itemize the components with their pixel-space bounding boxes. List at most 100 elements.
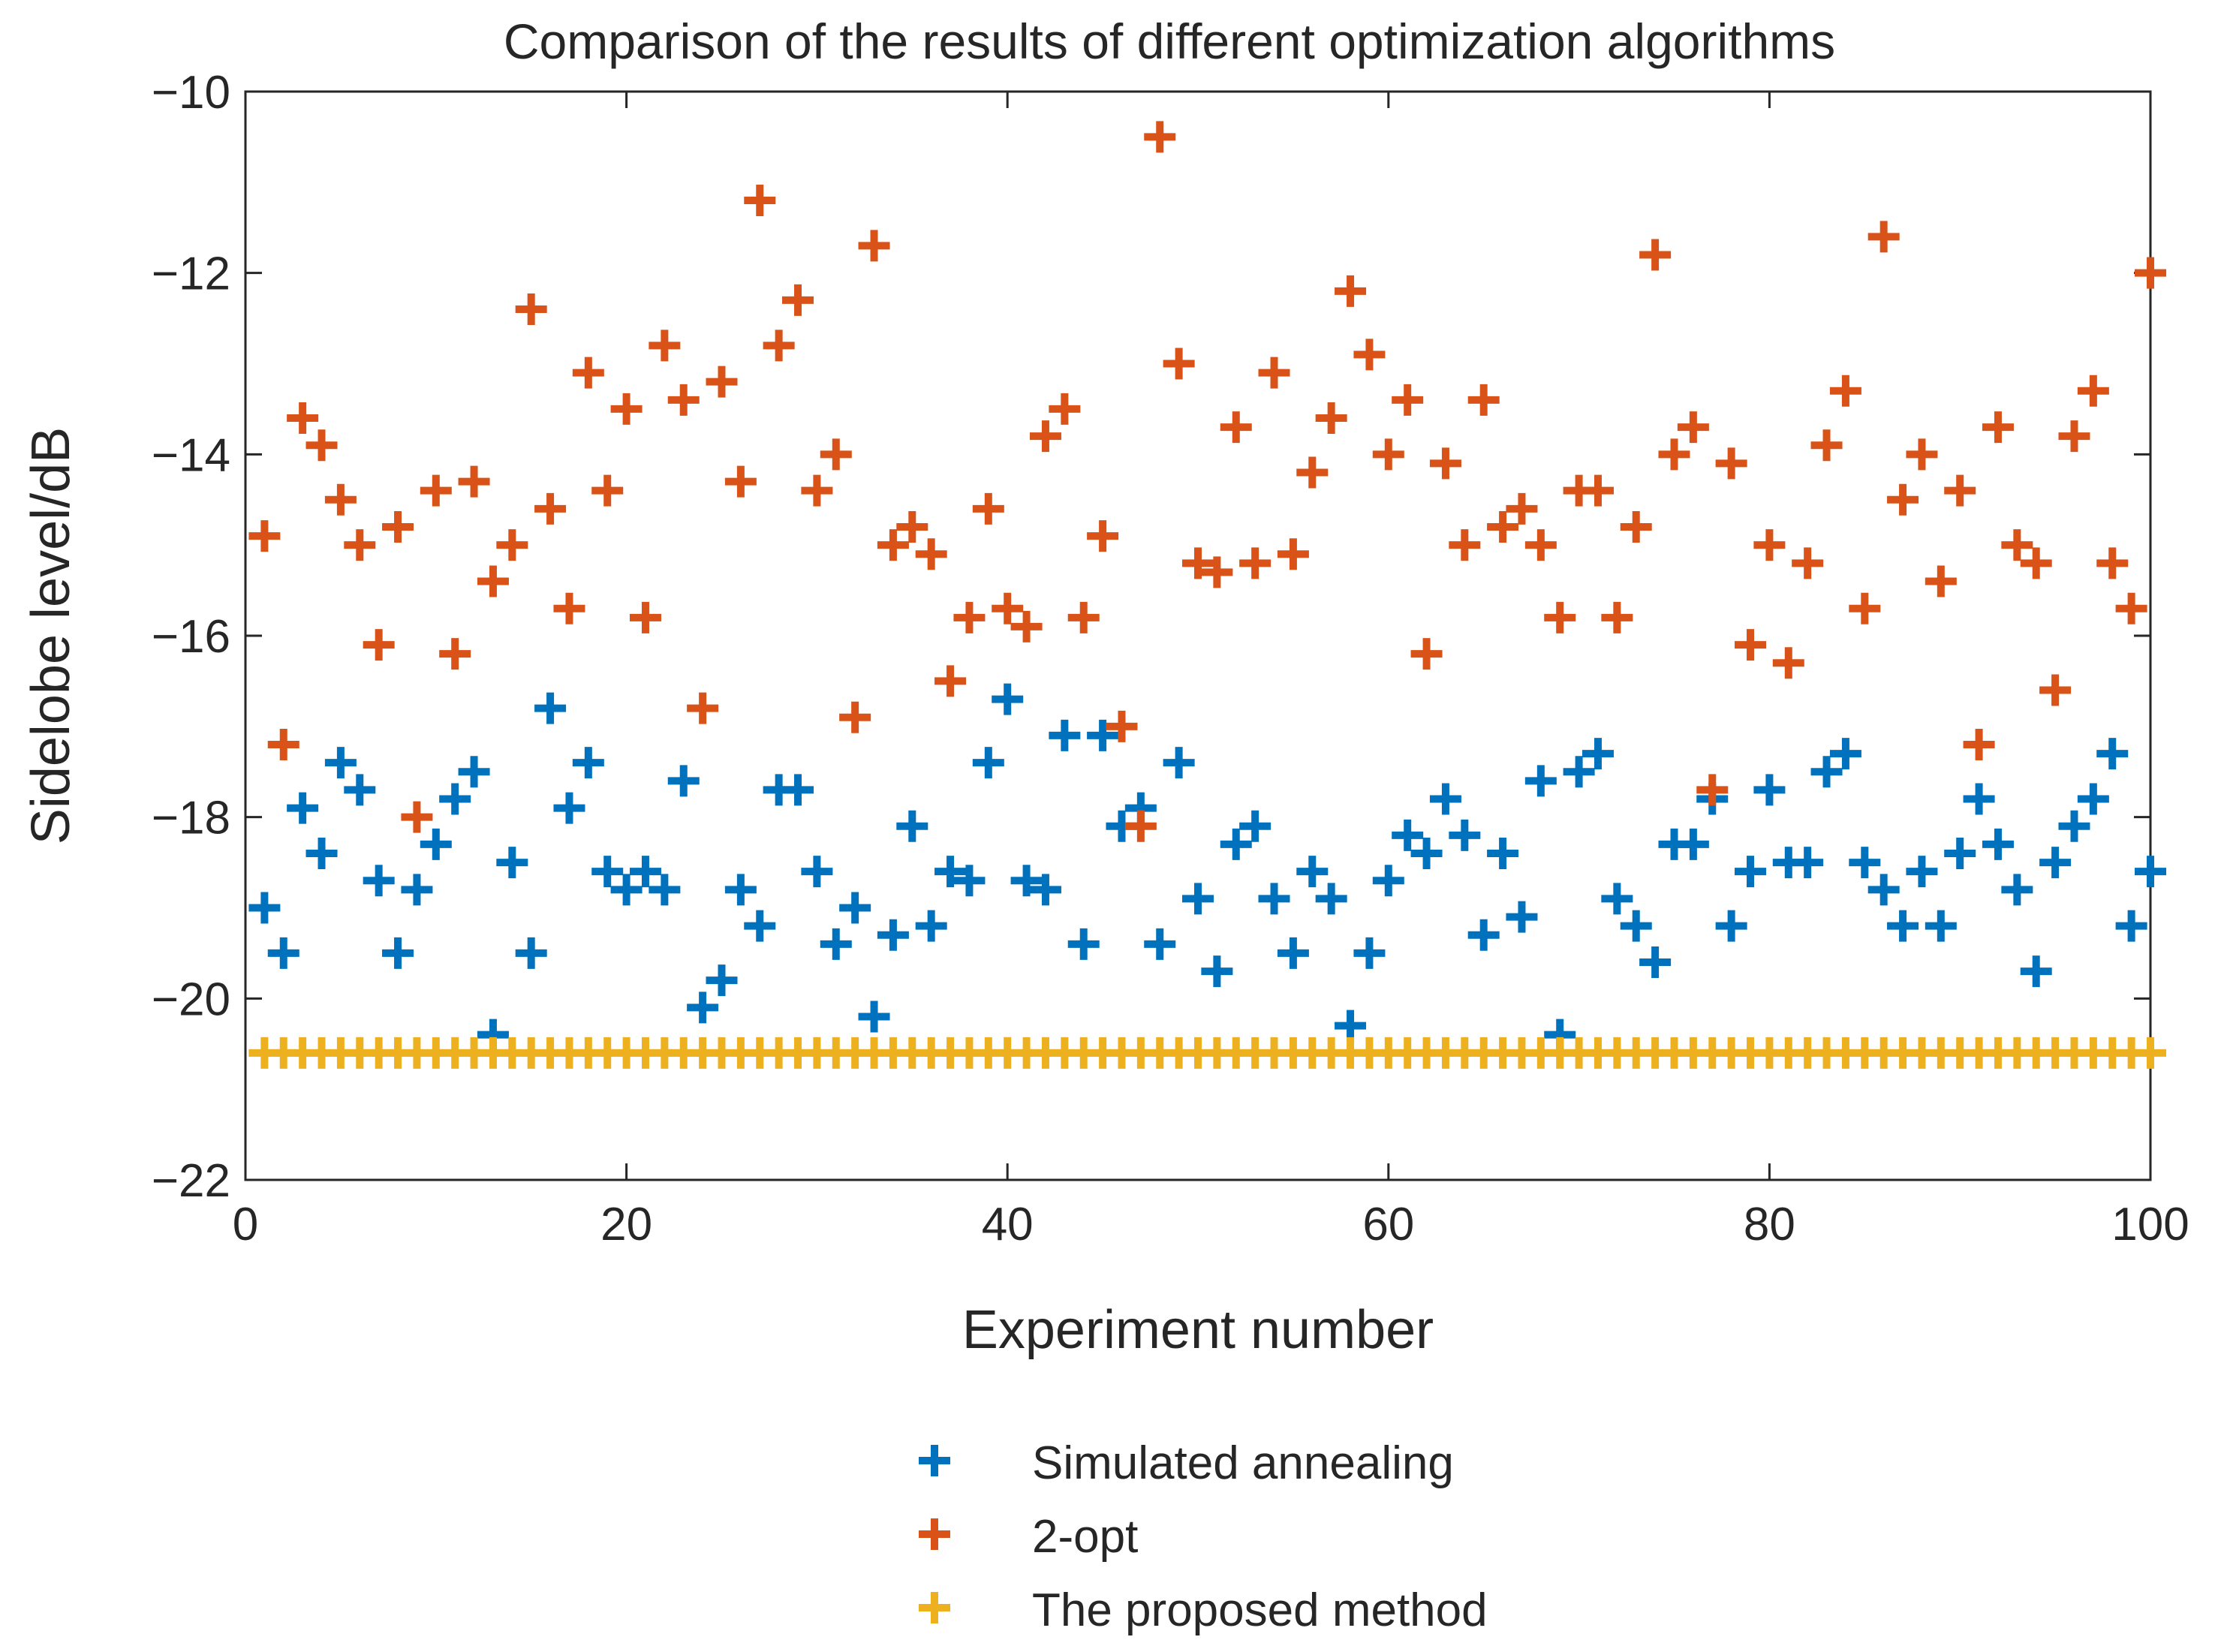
data-point-2-opt xyxy=(591,474,624,507)
data-point-simulated-annealing xyxy=(2058,810,2090,842)
x-tick-label: 20 xyxy=(600,1199,652,1250)
data-point-simulated-annealing xyxy=(1849,847,1881,879)
data-point-simulated-annealing xyxy=(706,964,738,997)
data-point-2-opt xyxy=(763,329,795,362)
data-point-simulated-annealing xyxy=(1677,828,1709,860)
x-tick-label: 60 xyxy=(1362,1199,1414,1250)
data-point-simulated-annealing xyxy=(992,683,1024,715)
data-point-2-opt xyxy=(972,492,1004,525)
data-point-simulated-annealing xyxy=(744,910,776,942)
data-point-simulated-annealing xyxy=(1087,719,1119,751)
data-point-simulated-annealing xyxy=(344,774,376,806)
data-point-2-opt xyxy=(1982,411,2014,444)
data-point-simulated-annealing xyxy=(1735,856,1767,888)
data-point-2-opt xyxy=(1392,384,1424,416)
data-point-simulated-annealing xyxy=(1925,910,1957,942)
data-point-2-opt xyxy=(458,465,490,498)
data-point-2-opt xyxy=(1544,601,1576,633)
data-point-2-opt xyxy=(324,483,357,516)
series-proposed-method xyxy=(248,1037,2166,1069)
data-point-2-opt xyxy=(629,601,661,633)
data-point-simulated-annealing xyxy=(496,847,528,879)
data-point-2-opt xyxy=(2058,420,2090,453)
data-point-2-opt xyxy=(1506,492,1538,525)
data-point-simulated-annealing xyxy=(267,937,299,969)
data-point-2-opt xyxy=(267,729,299,760)
y-tick-label: −18 xyxy=(152,793,230,844)
data-point-simulated-annealing xyxy=(1810,756,1843,788)
data-point-2-opt xyxy=(1639,239,1672,271)
data-point-simulated-annealing xyxy=(953,865,986,897)
data-point-2-opt xyxy=(572,357,604,389)
legend-item-2-opt: 2-opt xyxy=(919,1511,1138,1563)
data-point-2-opt xyxy=(1735,629,1767,661)
data-point-2-opt xyxy=(1296,456,1329,489)
data-point-simulated-annealing xyxy=(1487,838,1519,869)
data-point-simulated-annealing xyxy=(667,765,700,797)
data-point-simulated-annealing xyxy=(1449,819,1481,851)
data-point-2-opt xyxy=(1372,438,1404,471)
data-point-2-opt xyxy=(1792,547,1824,579)
data-point-2-opt xyxy=(1182,547,1214,579)
data-point-simulated-annealing xyxy=(1887,910,1919,942)
data-point-simulated-annealing xyxy=(1429,783,1461,815)
data-point-simulated-annealing xyxy=(363,865,395,897)
data-point-2-opt xyxy=(1658,438,1690,471)
data-point-2-opt xyxy=(1410,638,1443,670)
data-point-simulated-annealing xyxy=(591,856,624,888)
data-point-2-opt xyxy=(820,438,852,471)
data-point-2-opt xyxy=(839,701,871,733)
data-point-simulated-annealing xyxy=(1829,738,1861,770)
data-point-2-opt xyxy=(1753,529,1786,561)
data-point-2-opt xyxy=(1887,483,1919,516)
data-point-2-opt xyxy=(1772,647,1804,679)
data-point-2-opt xyxy=(1487,511,1519,543)
data-point-2-opt xyxy=(363,629,395,661)
data-point-simulated-annealing xyxy=(2115,910,2147,942)
data-point-simulated-annealing xyxy=(2096,738,2129,770)
data-point-2-opt xyxy=(953,601,986,633)
data-point-simulated-annealing xyxy=(1715,910,1747,942)
data-point-2-opt xyxy=(1010,610,1043,642)
data-point-simulated-annealing xyxy=(820,928,852,960)
data-point-2-opt xyxy=(344,529,376,561)
y-axis-label: Sidelobe level/dB xyxy=(21,427,81,844)
data-point-simulated-annealing xyxy=(305,838,338,869)
y-tick-label: −22 xyxy=(152,1155,230,1207)
data-point-2-opt xyxy=(1277,538,1309,570)
data-point-2-opt xyxy=(2135,257,2166,289)
data-point-simulated-annealing xyxy=(1944,838,1976,869)
data-point-simulated-annealing xyxy=(782,774,814,806)
data-point-2-opt xyxy=(515,293,547,325)
data-point-2-opt xyxy=(1677,411,1709,444)
data-point-2-opt xyxy=(915,538,947,570)
data-point-2-opt xyxy=(1715,447,1747,480)
data-point-simulated-annealing xyxy=(1601,883,1633,915)
data-point-simulated-annealing xyxy=(1563,756,1595,788)
data-point-2-opt xyxy=(782,284,814,316)
data-point-simulated-annealing xyxy=(972,747,1004,779)
data-point-simulated-annealing xyxy=(1524,765,1557,797)
data-point-2-opt xyxy=(1810,429,1843,462)
data-point-2-opt xyxy=(1963,729,1995,760)
data-point-simulated-annealing xyxy=(439,783,471,815)
legend-label-proposed-method: The proposed method xyxy=(1032,1584,1488,1636)
data-point-2-opt xyxy=(744,185,776,216)
plot-area: 0 20 40 60 80 100 −22 −20 −18 −16 −14 −12 −10 xyxy=(152,67,2189,1250)
data-point-simulated-annealing xyxy=(1258,883,1290,915)
data-point-2-opt xyxy=(496,529,528,561)
data-point-2-opt xyxy=(1144,121,1176,153)
legend-marker-2-opt xyxy=(919,1518,950,1550)
x-axis-ticks: 0 20 40 60 80 100 xyxy=(233,92,2189,1250)
data-point-2-opt xyxy=(1335,275,1367,307)
y-axis-ticks: −22 −20 −18 −16 −14 −12 −10 xyxy=(152,67,2150,1207)
data-point-simulated-annealing xyxy=(382,937,414,969)
data-point-2-opt xyxy=(1696,774,1729,806)
data-point-2-opt xyxy=(1239,547,1272,579)
data-point-simulated-annealing xyxy=(401,874,433,906)
data-point-2-opt xyxy=(1201,556,1233,588)
data-point-simulated-annealing xyxy=(1467,919,1500,951)
data-point-simulated-annealing xyxy=(1906,856,1938,888)
data-point-2-opt xyxy=(287,402,319,434)
